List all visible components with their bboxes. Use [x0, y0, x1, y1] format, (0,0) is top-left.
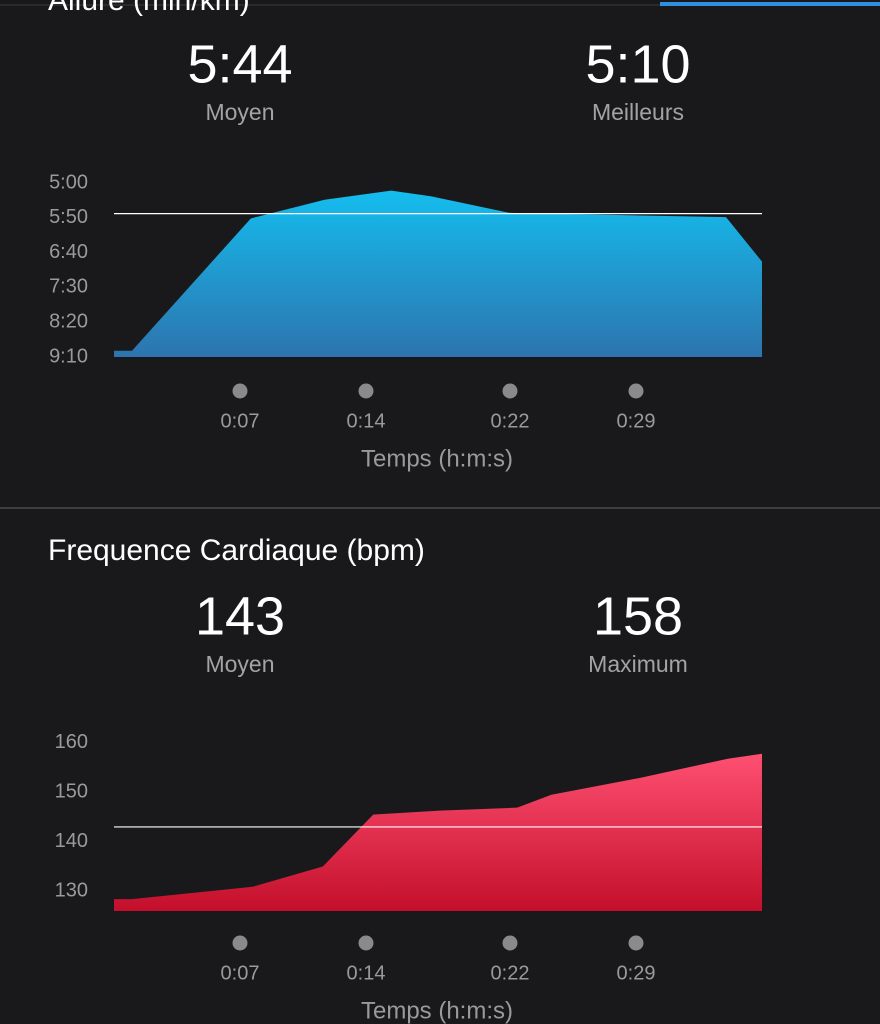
- stat-name: Moyen: [205, 99, 274, 125]
- x-tick-dot: [628, 383, 644, 399]
- x-tick-label: 0:22: [491, 962, 530, 984]
- stat-value: 5:10: [585, 34, 690, 94]
- x-tick-label: 0:22: [491, 410, 530, 432]
- y-tick-label: 5:00: [49, 171, 88, 193]
- x-tick-dot: [628, 935, 644, 951]
- y-tick-label: 130: [55, 880, 88, 902]
- x-tick-dot: [502, 383, 518, 399]
- x-tick-dot: [358, 383, 374, 399]
- y-tick-label: 150: [55, 781, 88, 803]
- x-tick-dot: [232, 935, 248, 951]
- y-tick-label: 6:40: [49, 241, 88, 263]
- x-tick-label: 0:14: [347, 410, 386, 432]
- x-tick-label: 0:29: [617, 410, 656, 432]
- x-axis-title: Temps (h:m:s): [361, 445, 513, 472]
- tab-indicator: [660, 2, 880, 6]
- stat-name: Moyen: [205, 651, 274, 677]
- section-title: Allure (min/km): [48, 0, 250, 17]
- stat-name: Meilleurs: [592, 99, 684, 125]
- section-title: Frequence Cardiaque (bpm): [48, 534, 425, 567]
- x-tick-label: 0:07: [221, 410, 260, 432]
- y-tick-label: 8:20: [49, 310, 88, 332]
- y-tick-label: 5:50: [49, 206, 88, 228]
- area: [114, 190, 762, 357]
- area: [114, 753, 762, 911]
- x-tick-label: 0:29: [617, 962, 656, 984]
- x-tick-dot: [502, 935, 518, 951]
- y-tick-label: 160: [55, 731, 88, 753]
- stat-value: 5:44: [187, 34, 292, 94]
- x-tick-dot: [232, 383, 248, 399]
- x-axis-title: Temps (h:m:s): [361, 997, 513, 1024]
- x-tick-dot: [358, 935, 374, 951]
- y-tick-label: 7:30: [49, 276, 88, 298]
- stat-value: 143: [195, 586, 285, 646]
- y-tick-label: 9:10: [49, 345, 88, 367]
- stat-value: 158: [593, 586, 683, 646]
- x-tick-label: 0:07: [221, 962, 260, 984]
- x-tick-label: 0:14: [347, 962, 386, 984]
- stat-name: Maximum: [588, 651, 688, 677]
- y-tick-label: 140: [55, 830, 88, 852]
